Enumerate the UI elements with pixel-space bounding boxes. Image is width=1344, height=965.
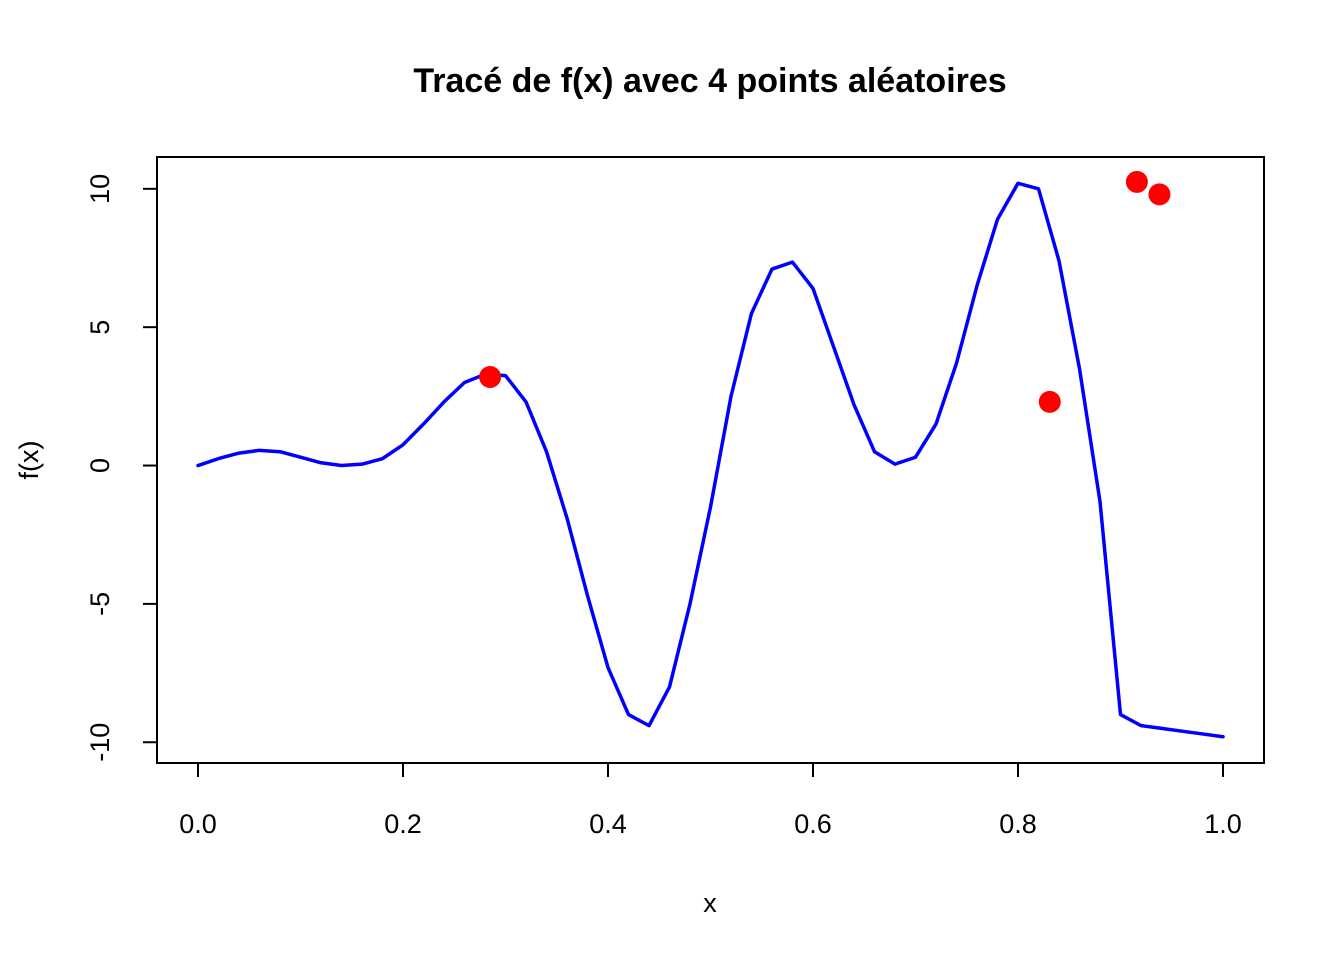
random-point — [1038, 390, 1061, 413]
random-point — [479, 365, 502, 388]
x-tick-label: 1.0 — [1204, 809, 1242, 839]
plot-area — [196, 170, 1225, 739]
y-tick-label: 5 — [85, 320, 115, 335]
x-axis-label: x — [703, 888, 717, 918]
series-line-f — [196, 181, 1225, 739]
x-tick-label: 0.6 — [794, 809, 832, 839]
y-axis: -10 -5 0 5 10 — [85, 174, 158, 762]
chart-title: Tracé de f(x) avec 4 points aléatoires — [413, 62, 1006, 100]
x-tick-label: 0.8 — [999, 809, 1037, 839]
random-point — [1148, 183, 1171, 206]
y-tick-label: -5 — [85, 592, 115, 616]
x-tick-label: 0.2 — [384, 809, 422, 839]
y-tick-label: -10 — [85, 723, 115, 762]
plot-frame — [156, 156, 1265, 764]
x-axis: 0.0 0.2 0.4 0.6 0.8 1.0 — [179, 762, 1242, 839]
x-tick-label: 0.0 — [179, 809, 217, 839]
y-axis-label: f(x) — [14, 441, 44, 480]
random-point — [1125, 170, 1148, 193]
y-tick-label: 0 — [85, 458, 115, 473]
y-tick-label: 10 — [85, 174, 115, 204]
x-tick-label: 0.4 — [589, 809, 627, 839]
